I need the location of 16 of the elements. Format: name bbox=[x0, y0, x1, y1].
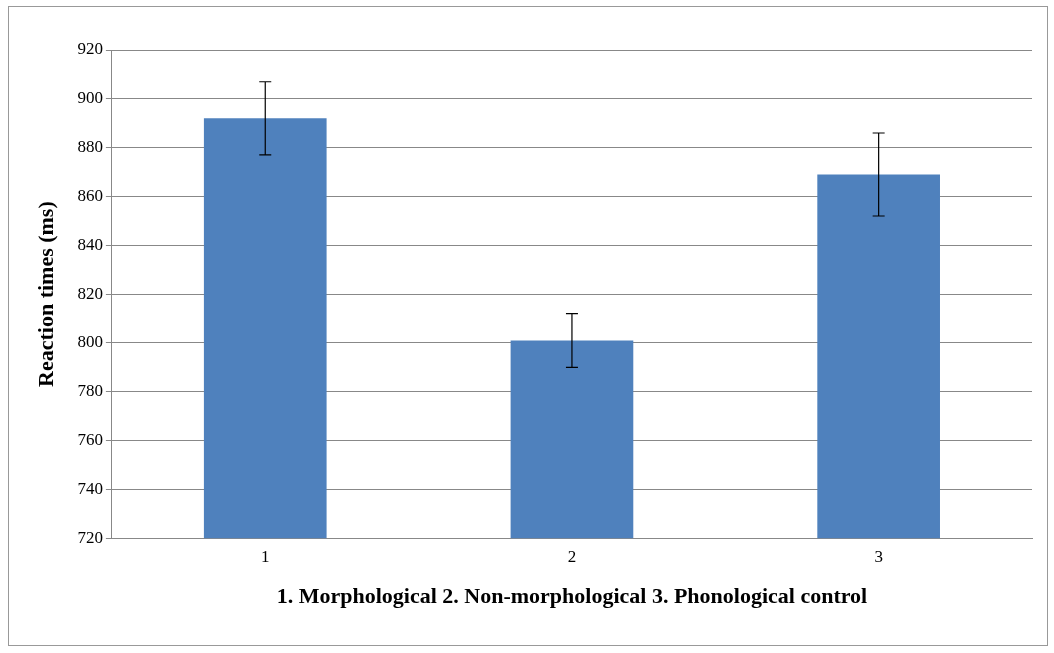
x-tick-label: 1 bbox=[261, 546, 270, 566]
x-tick-label: 2 bbox=[567, 546, 577, 566]
y-tick-label: 740 bbox=[77, 478, 103, 498]
y-tick-label: 780 bbox=[77, 381, 103, 401]
y-tick-label: 880 bbox=[77, 137, 103, 157]
y-tick-label: 900 bbox=[77, 88, 103, 108]
x-axis-title: 1. Morphological 2. Non-morphological 3. Phonological control bbox=[276, 583, 868, 609]
y-tick-label: 820 bbox=[77, 283, 103, 303]
y-axis-title: Reaction times (ms) bbox=[32, 201, 58, 387]
y-tick-label: 720 bbox=[77, 527, 103, 547]
y-tick-label: 800 bbox=[77, 332, 103, 352]
x-tick-label: 3 bbox=[874, 546, 883, 566]
y-tick-label: 760 bbox=[77, 430, 103, 450]
y-tick-label: 860 bbox=[77, 185, 103, 205]
y-tick-label: 840 bbox=[77, 234, 103, 254]
y-tick-label: 920 bbox=[77, 39, 103, 59]
